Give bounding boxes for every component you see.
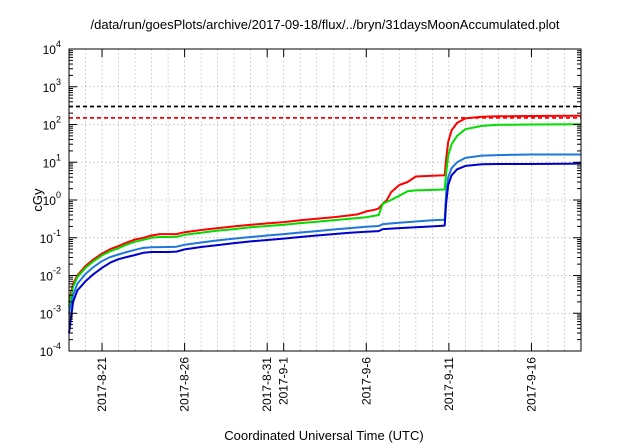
x-tick-label: 2017-8-31 [260,357,274,412]
x-tick-label: 2017-8-21 [95,357,109,412]
y-axis-label: cGy [30,188,45,212]
series-line [68,153,581,314]
y-tick-label: 102 [43,115,61,133]
y-tick-label: 100 [43,190,61,208]
series-line [68,114,582,303]
x-tick-label: 2017-9-6 [359,357,373,405]
x-tick-label: 2017-9-11 [442,357,456,411]
y-tick-label: 103 [43,77,61,95]
y-tick-exponent: -1 [53,228,61,238]
y-tick-label: 10-2 [40,266,61,284]
grid [68,49,582,351]
series-line [68,162,582,334]
x-tick-label: 2017-9-16 [524,357,538,412]
y-tick-exponent: 2 [56,115,61,125]
y-tick-exponent: 3 [56,77,61,87]
x-axis-ticks: 2017-8-21 2017-8-26 2017-8-31 2017-9-1 2017-… [95,49,538,412]
series-line [68,123,582,307]
y-tick-exponent: -3 [53,303,61,313]
x-axis-label: Coordinated Universal Time (UTC) [224,428,423,443]
y-tick-label: 10-3 [40,303,61,321]
x-tick-label: 2017-8-26 [178,357,192,412]
y-tick-exponent: 0 [56,190,61,200]
chart-title: /data/run/goesPlots/archive/2017-09-18/f… [91,17,560,32]
y-tick-exponent: -2 [53,266,61,276]
reference-lines [69,105,581,119]
y-tick-exponent: 1 [56,152,61,162]
y-tick-exponent: -4 [53,341,61,351]
series-lines [68,114,582,334]
y-tick-label: 104 [43,39,61,57]
x-tick-label: 2017-9-1 [277,357,291,405]
y-tick-exponent: 4 [56,39,61,49]
y-tick-label: 10-1 [40,228,61,246]
y-tick-label: 10-4 [40,341,61,359]
y-tick-label: 101 [43,152,61,170]
